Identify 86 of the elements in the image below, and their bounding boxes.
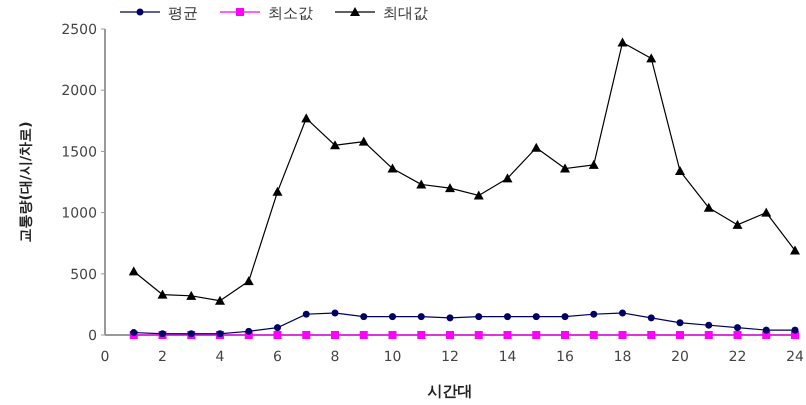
point [446,331,454,339]
x-tick-label: 22 [728,349,746,365]
point [331,331,339,339]
point [590,310,598,318]
point [389,313,396,320]
point [475,313,482,320]
point [619,309,626,316]
point [274,331,282,339]
point [158,290,168,299]
point [302,310,310,318]
point [474,190,484,200]
x-axis-title: 시간대 [428,382,472,400]
point [676,331,684,339]
legend-label: 평균 [168,4,198,22]
x-tick-label: 16 [556,349,574,365]
point [504,313,511,320]
point [274,324,281,332]
point [245,328,252,335]
point [474,331,483,339]
point [332,309,338,316]
y-tick-label: 2500 [61,22,97,38]
point [676,319,684,326]
y-tick-label: 1500 [61,144,97,160]
point [244,276,254,286]
point [130,329,138,336]
point [790,246,800,255]
x-tick-label: 10 [384,349,402,365]
point [705,322,712,329]
point [562,313,568,320]
x-tick-label: 24 [786,349,804,365]
point [704,331,713,339]
point [618,331,626,339]
point [388,164,398,173]
x-tick-label: 6 [273,349,282,365]
point [302,331,310,339]
point [732,220,742,229]
point [734,331,742,339]
point [416,179,426,188]
point [446,314,454,322]
point [388,331,396,339]
point [646,53,656,62]
x-tick-label: 20 [671,349,689,365]
point [560,164,570,173]
legend-label: 최소값 [268,4,313,22]
point [647,331,656,339]
point [417,331,426,339]
point [445,183,455,192]
point [734,324,741,332]
y-tick-label: 500 [70,266,97,283]
point [128,266,139,276]
point [186,290,196,300]
point [358,136,369,146]
point [648,314,655,322]
point [792,326,798,334]
y-tick-label: 1000 [61,206,97,222]
x-tick-label: 8 [330,349,340,365]
point [590,331,598,339]
x-tick-label: 0 [100,349,110,365]
point [761,208,772,217]
point [502,173,512,182]
point [618,37,628,46]
point [215,296,225,305]
x-tick-label: 18 [614,349,632,365]
y-axis-title: 교통량(대/시/차로) [18,121,34,243]
point [532,331,540,339]
point [675,166,685,175]
point [561,331,569,339]
point [272,186,282,196]
point [330,140,340,150]
legend-label: 최대값 [383,4,428,22]
x-tick-label: 14 [498,349,516,365]
point [762,326,770,334]
y-tick-label: 0 [88,328,97,344]
y-tick-label: 2000 [61,83,97,100]
x-tick-label: 4 [216,349,225,365]
point [531,142,542,152]
point [588,160,599,169]
point [360,313,368,320]
x-tick-label: 12 [441,349,459,365]
point [418,313,425,320]
point [532,313,540,320]
x-tick-label: 2 [158,349,167,365]
point [301,113,312,122]
point [704,202,714,212]
point [504,331,512,339]
point [360,331,368,339]
